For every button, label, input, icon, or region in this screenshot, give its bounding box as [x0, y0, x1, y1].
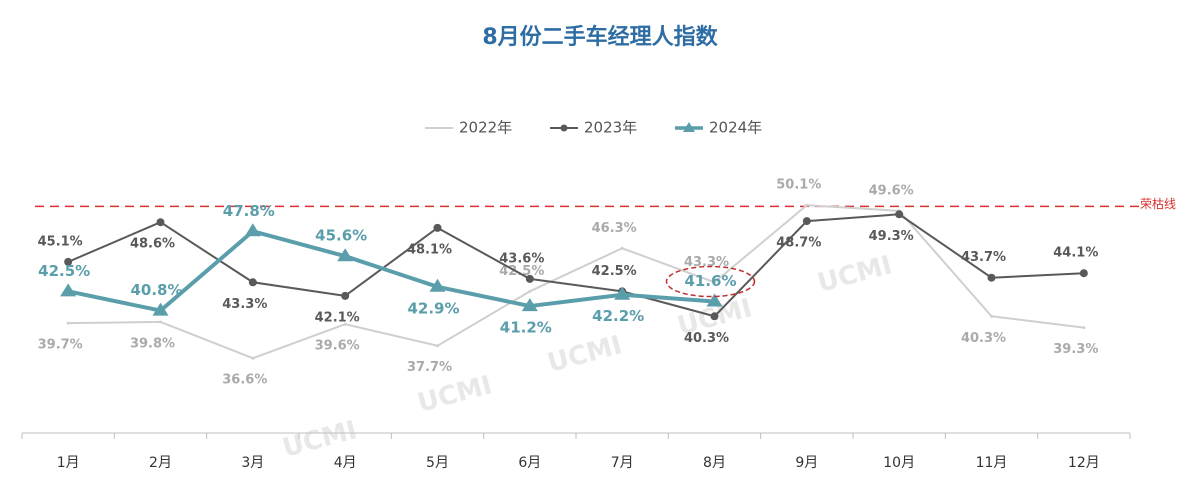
point [990, 314, 993, 318]
point [337, 248, 354, 262]
series-line [67, 229, 715, 313]
point [152, 302, 169, 316]
series-line [67, 213, 1084, 318]
data-label: 45.1% [38, 234, 83, 249]
x-tick-label: 2月 [149, 455, 172, 471]
data-label: 42.2% [592, 307, 644, 325]
point [248, 278, 257, 287]
x-tick-label: 1月 [57, 455, 80, 471]
data-label: 46.3% [592, 221, 637, 236]
data-label: 49.6% [869, 183, 914, 198]
point [66, 321, 70, 325]
data-label: 39.6% [315, 339, 360, 354]
x-tick-label: 6月 [518, 455, 541, 471]
data-label: 41.2% [500, 319, 552, 337]
data-label: 48.6% [130, 237, 175, 252]
x-tick-label: 4月 [334, 455, 357, 471]
data-label: 42.1% [315, 310, 360, 325]
point [895, 210, 904, 219]
point [713, 280, 716, 284]
data-label: 43.7% [961, 250, 1006, 265]
point [525, 274, 534, 283]
data-label: 40.8% [130, 281, 182, 299]
x-tick-label: 5月 [426, 455, 449, 471]
data-label: 45.6% [315, 227, 367, 245]
data-label: 36.6% [222, 373, 267, 388]
point [706, 293, 723, 307]
data-label: 48.7% [776, 236, 821, 251]
x-tick-label: 10月 [883, 455, 915, 471]
x-tick-label: 11月 [976, 455, 1008, 471]
data-label: 42.5% [592, 264, 637, 279]
point [429, 278, 446, 292]
x-tick-label: 9月 [795, 455, 818, 471]
data-label: 39.3% [1053, 342, 1098, 357]
data-label: 42.5% [38, 262, 90, 280]
data-label: 40.3% [684, 331, 729, 346]
point [433, 223, 442, 232]
point [244, 223, 261, 237]
point [60, 283, 77, 297]
point [251, 356, 255, 360]
point [802, 217, 811, 226]
point [987, 273, 996, 282]
legend-marker [560, 124, 568, 132]
reference-label: 荣枯线 [1140, 196, 1176, 211]
legend-label: 2023年 [584, 119, 637, 137]
data-label: 44.1% [1053, 246, 1098, 261]
x-tick-label: 7月 [611, 455, 634, 471]
point [620, 246, 624, 250]
point [521, 298, 538, 312]
legend-marker [683, 122, 695, 132]
point [710, 312, 719, 321]
data-label: 50.1% [776, 178, 821, 193]
point [1082, 326, 1086, 330]
point [156, 218, 165, 227]
point [341, 291, 350, 300]
x-tick-label: 8月 [703, 455, 726, 471]
series-line [68, 204, 1084, 360]
data-label: 43.3% [684, 255, 729, 270]
point [64, 257, 73, 266]
x-tick-label: 3月 [241, 455, 264, 471]
point [805, 203, 809, 207]
point [528, 289, 532, 293]
data-label: 37.7% [407, 360, 452, 375]
data-label: 48.1% [407, 242, 452, 257]
data-label: 42.9% [407, 299, 459, 317]
chart-title: 8月份二手车经理人指数 [482, 24, 718, 50]
point [436, 344, 439, 348]
legend-label: 2022年 [459, 119, 512, 137]
data-label: 49.3% [869, 229, 914, 244]
point [159, 320, 162, 324]
point [614, 286, 631, 300]
data-label: 39.8% [130, 336, 175, 351]
legend-label: 2024年 [709, 119, 762, 137]
x-tick-label: 12月 [1068, 455, 1100, 471]
data-label: 40.3% [961, 331, 1006, 346]
data-label: 41.6% [684, 272, 736, 290]
point [343, 322, 347, 326]
data-label: 39.7% [38, 338, 83, 353]
data-label: 47.8% [223, 202, 275, 220]
data-label: 43.6% [499, 251, 544, 266]
data-label: 43.3% [222, 297, 267, 312]
highlight [665, 265, 756, 298]
point [1079, 269, 1088, 278]
